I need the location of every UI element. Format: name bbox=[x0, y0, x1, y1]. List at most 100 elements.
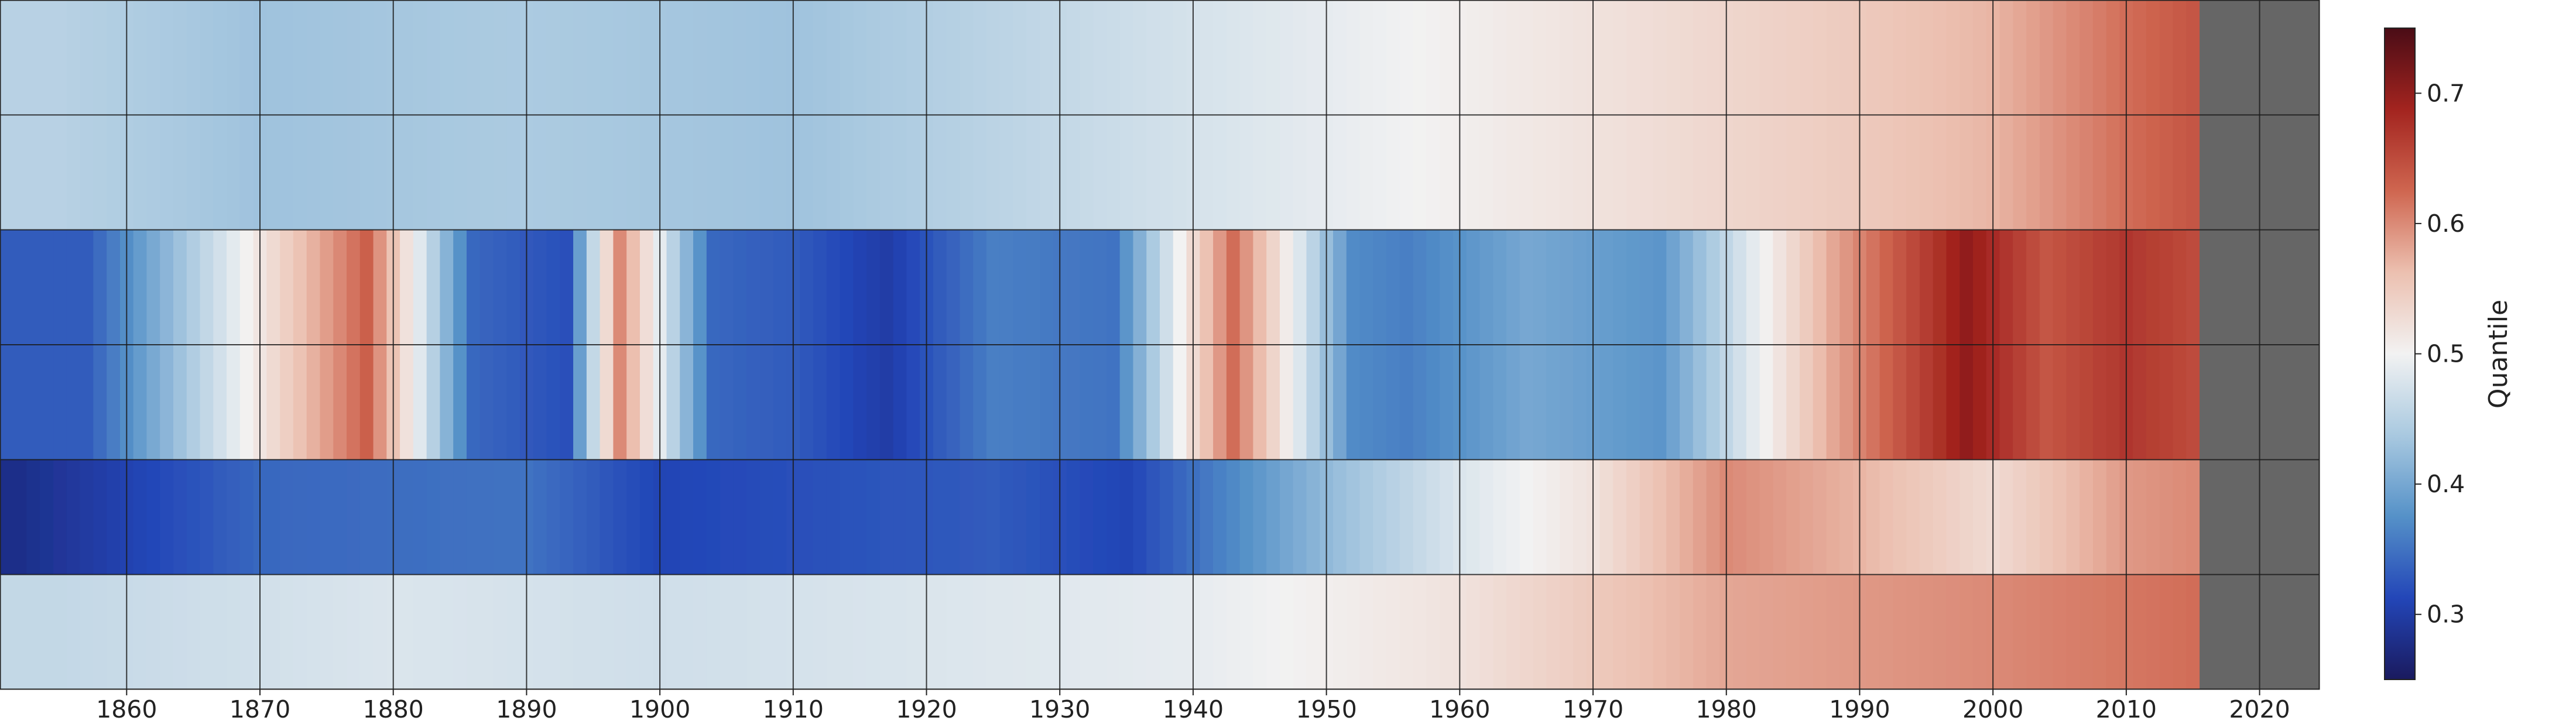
heatmap-cell bbox=[1119, 459, 1134, 575]
heatmap-cell bbox=[2066, 459, 2080, 575]
heatmap-cell bbox=[160, 574, 174, 689]
heatmap-cell bbox=[1826, 574, 1840, 689]
heatmap-cell bbox=[2133, 459, 2147, 575]
heatmap-cell bbox=[1306, 574, 1320, 689]
heatmap-cell bbox=[1599, 459, 1614, 575]
heatmap-cell bbox=[1946, 459, 1960, 575]
heatmap-cell bbox=[266, 459, 280, 575]
heatmap-cell bbox=[1359, 574, 1373, 689]
heatmap-cell bbox=[893, 574, 907, 689]
heatmap-cell bbox=[200, 459, 214, 575]
heatmap-cell bbox=[1919, 574, 1934, 689]
heatmap-cell bbox=[1960, 459, 1974, 575]
heatmap-cell bbox=[1759, 459, 1774, 575]
colorbar-tick-label: 0.5 bbox=[2427, 340, 2465, 368]
heatmap-cell bbox=[293, 459, 307, 575]
heatmap-cell bbox=[1999, 459, 2013, 575]
heatmap-cell bbox=[1359, 459, 1373, 575]
heatmap-cell bbox=[1733, 574, 1747, 689]
heatmap-cell bbox=[1639, 574, 1654, 689]
heatmap-cell bbox=[1972, 459, 1987, 575]
heatmap-cell bbox=[1706, 459, 1720, 575]
x-tick-label: 1990 bbox=[1829, 695, 1890, 723]
heatmap-cell bbox=[946, 574, 961, 689]
heatmap-cell bbox=[280, 574, 294, 689]
heatmap-cell bbox=[53, 574, 67, 689]
heatmap-cell bbox=[986, 574, 1001, 689]
x-tick-label: 1980 bbox=[1696, 695, 1757, 723]
heatmap-cell bbox=[1239, 459, 1253, 575]
x-tick-label: 2020 bbox=[2229, 695, 2290, 723]
x-tick-label: 2000 bbox=[1962, 695, 2023, 723]
heatmap-cell bbox=[2026, 459, 2040, 575]
heatmap-cell bbox=[107, 459, 121, 575]
colorbar-gradient bbox=[2384, 28, 2416, 680]
heatmap-cell bbox=[1080, 574, 1094, 689]
heatmap-cell bbox=[493, 574, 507, 689]
heatmap-cell bbox=[866, 459, 881, 575]
heatmap-cell bbox=[1213, 459, 1227, 575]
heatmap-cell bbox=[893, 459, 907, 575]
heatmap-cell bbox=[266, 574, 280, 689]
heatmap-cell bbox=[1533, 459, 1547, 575]
heatmap-cell bbox=[426, 459, 441, 575]
heatmap-cell bbox=[1893, 459, 1907, 575]
heatmap-cell bbox=[906, 459, 920, 575]
heatmap-cell bbox=[1666, 459, 1680, 575]
heatmap-cell bbox=[1386, 459, 1400, 575]
x-tick-label: 1970 bbox=[1563, 695, 1623, 723]
heatmap-cell bbox=[746, 459, 761, 575]
heatmap-cell bbox=[720, 459, 734, 575]
heatmap-cell bbox=[946, 459, 961, 575]
heatmap-cell bbox=[160, 459, 174, 575]
heatmap-cell bbox=[626, 574, 640, 689]
heatmap-cell bbox=[239, 459, 254, 575]
heatmap-cell bbox=[1066, 574, 1080, 689]
heatmap-cell bbox=[2066, 574, 2080, 689]
heatmap-cell bbox=[213, 459, 227, 575]
x-tick-label: 1940 bbox=[1163, 695, 1224, 723]
heatmap-cell bbox=[1653, 574, 1667, 689]
heatmap-cell bbox=[973, 574, 987, 689]
heatmap-cell bbox=[1879, 459, 1893, 575]
heatmap-cell bbox=[1279, 574, 1294, 689]
heatmap-cell bbox=[1813, 459, 1827, 575]
heatmap-cell bbox=[1493, 574, 1507, 689]
heatmap-cell bbox=[1733, 459, 1747, 575]
heatmap-cell bbox=[2146, 459, 2160, 575]
x-axis: 1860 1870 1880 1890 1900 1910 1920 1930 1940 1950… bbox=[96, 689, 2290, 723]
heatmap-cell bbox=[133, 459, 148, 575]
heatmap-cell bbox=[879, 574, 894, 689]
heatmap-cell bbox=[306, 459, 321, 575]
heatmap-cell bbox=[1946, 574, 1960, 689]
heatmap-cell bbox=[1613, 574, 1627, 689]
heatmap-cell bbox=[1333, 574, 1347, 689]
heatmap-cell bbox=[2186, 574, 2200, 689]
heatmap-cell bbox=[1213, 574, 1227, 689]
heatmap-cell bbox=[466, 459, 481, 575]
heatmap-cell bbox=[1706, 574, 1720, 689]
heatmap-cell bbox=[933, 459, 947, 575]
heatmap-cell bbox=[759, 574, 774, 689]
heatmap-cell bbox=[746, 574, 761, 689]
heatmap-cell bbox=[2013, 574, 2027, 689]
heatmap-cell bbox=[1799, 459, 1814, 575]
heatmap-cell bbox=[1826, 459, 1840, 575]
heatmap-cell bbox=[347, 459, 361, 575]
heatmap-cell bbox=[1560, 459, 1574, 575]
heatmap-cell bbox=[973, 459, 987, 575]
heatmap-cell bbox=[239, 574, 254, 689]
heatmap-cell bbox=[906, 574, 920, 689]
heatmap-cell bbox=[1160, 574, 1174, 689]
heatmap-cell bbox=[440, 574, 454, 689]
heatmap-cell bbox=[173, 459, 187, 575]
heatmap-cell bbox=[2173, 574, 2187, 689]
heatmap-cell bbox=[320, 459, 334, 575]
heatmap-cell bbox=[613, 574, 627, 689]
heatmap-cell bbox=[1266, 574, 1280, 689]
heatmap-cell bbox=[1426, 459, 1440, 575]
heatmap-cell bbox=[66, 574, 81, 689]
heatmap-cell bbox=[693, 574, 707, 689]
heatmap-cell bbox=[359, 574, 374, 689]
heatmap-cell bbox=[333, 574, 347, 689]
